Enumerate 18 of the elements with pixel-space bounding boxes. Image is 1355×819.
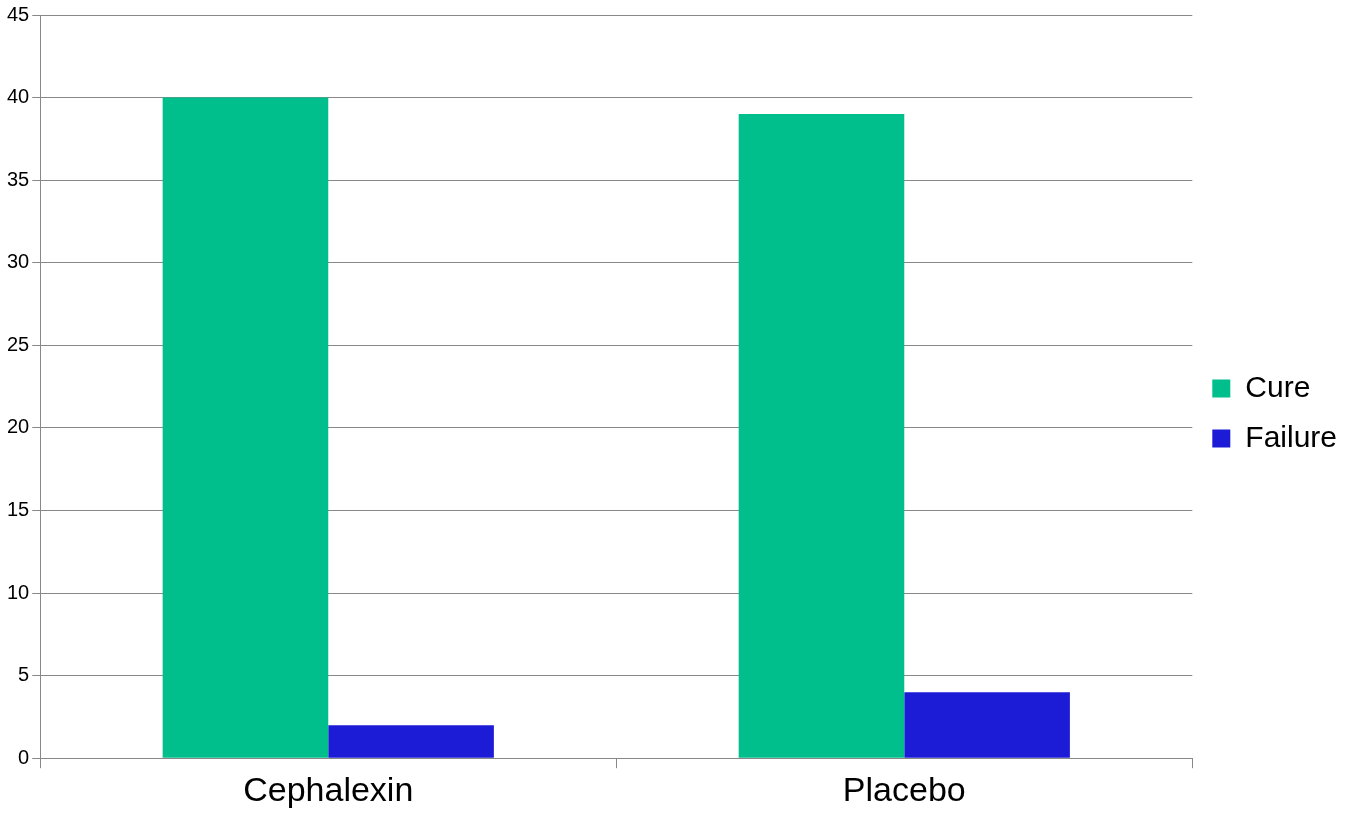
y-tick-label: 20 [7, 415, 30, 438]
y-tick-label: 40 [7, 85, 30, 108]
y-tick-label: 30 [7, 250, 30, 273]
bar [904, 692, 1070, 758]
bar [328, 725, 494, 758]
y-tick-label: 0 [18, 745, 30, 768]
bar [162, 97, 329, 758]
x-tick-label: Placebo [842, 769, 966, 808]
y-tick-label: 10 [7, 580, 30, 603]
y-tick-label: 15 [7, 497, 30, 520]
legend-label: Cure [1245, 369, 1311, 403]
y-tick-label: 45 [7, 2, 30, 25]
y-tick-label: 5 [18, 663, 30, 686]
x-tick-label: Cephalexin [243, 769, 414, 808]
y-tick-label: 35 [7, 167, 30, 190]
legend-label: Failure [1245, 419, 1337, 453]
bar [738, 114, 905, 758]
y-tick-label: 25 [7, 332, 30, 355]
